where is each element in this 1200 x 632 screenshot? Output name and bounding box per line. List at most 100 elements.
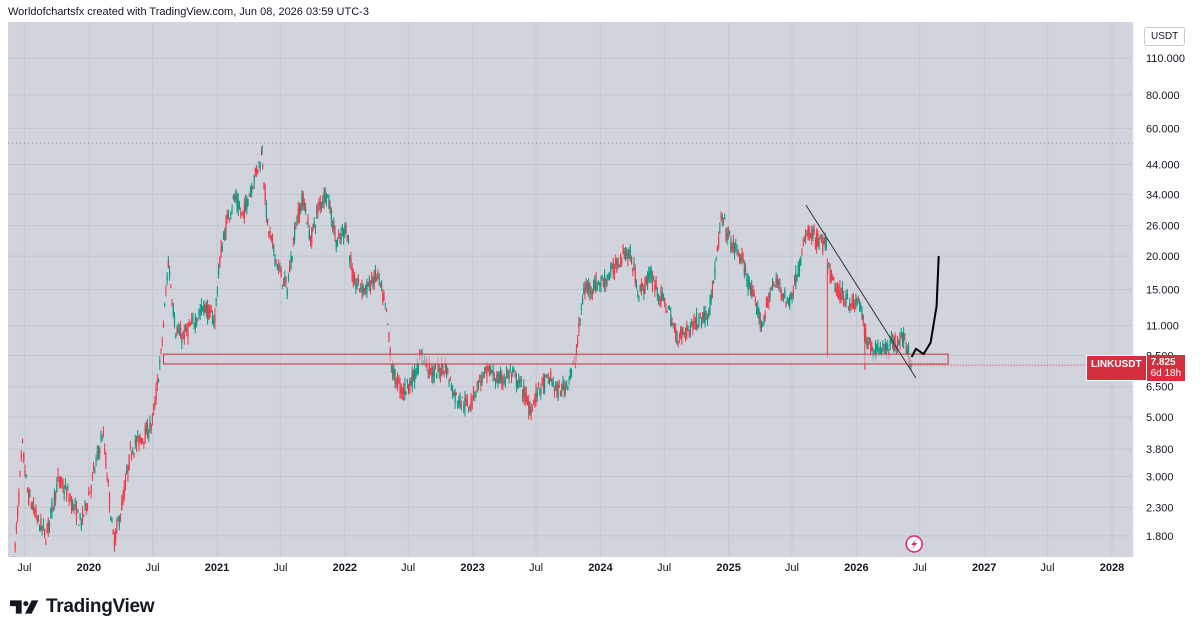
candle-body <box>518 379 520 385</box>
candle-body <box>563 385 565 392</box>
candle-body <box>357 277 359 283</box>
candle-body <box>210 310 212 313</box>
candle-body <box>205 305 207 313</box>
currency-selector[interactable]: USDT <box>1144 27 1186 46</box>
candle-body <box>392 366 394 378</box>
candle-body <box>586 285 589 290</box>
tradingview-logo[interactable]: TradingView <box>10 596 155 618</box>
candle-body <box>601 276 603 279</box>
candle-body <box>581 299 584 305</box>
candle-body <box>257 169 259 173</box>
candle-body <box>414 370 416 382</box>
candle-body <box>339 237 341 239</box>
candle-body <box>398 379 400 381</box>
candle-body <box>537 382 540 385</box>
candle-body <box>194 318 196 328</box>
candle-body <box>273 246 275 253</box>
candle-body <box>744 268 747 271</box>
candle-body <box>244 200 247 206</box>
candle-body <box>254 168 256 174</box>
candle-body <box>618 265 620 267</box>
candle-body <box>20 454 22 458</box>
candle-body <box>541 377 543 381</box>
candle-body <box>340 233 342 240</box>
candle-body <box>66 489 68 499</box>
candle-body <box>787 299 790 304</box>
candle-body <box>775 277 777 284</box>
time-tick-label: 2020 <box>77 562 101 574</box>
candle-body <box>268 231 270 235</box>
candle-body <box>894 335 896 348</box>
candle-body <box>437 363 439 366</box>
time-tick-label: 2021 <box>205 562 229 574</box>
candle-body <box>813 230 815 232</box>
candle-body <box>55 491 57 500</box>
candle-body <box>157 379 160 383</box>
candle-body <box>540 388 542 393</box>
descending-trendline <box>805 204 917 379</box>
candle-body <box>898 341 900 346</box>
candle-body <box>221 245 223 252</box>
candle-body <box>149 420 151 431</box>
candle-body <box>388 332 390 339</box>
candle-body <box>64 484 67 489</box>
candle-body <box>512 369 514 373</box>
candle-body <box>69 498 71 500</box>
candle-body <box>274 254 276 264</box>
candle-body <box>863 324 866 336</box>
candle-body <box>874 341 877 356</box>
candle-body <box>778 281 780 285</box>
candle-body <box>896 336 899 349</box>
candle-body <box>882 343 884 345</box>
candle-body <box>367 285 369 287</box>
candle-body <box>31 505 33 509</box>
candle-body <box>657 295 660 300</box>
candle-body <box>89 491 91 494</box>
candle-body <box>691 320 693 326</box>
candle-body <box>252 188 254 190</box>
candle-body <box>871 343 873 352</box>
candle-body <box>226 214 228 218</box>
candle-body <box>892 339 894 348</box>
candle-body <box>164 304 166 306</box>
candle-body <box>680 329 682 337</box>
candle-body <box>215 298 217 301</box>
candle-body <box>146 423 149 436</box>
candle-body <box>57 474 59 476</box>
candle-body <box>639 285 641 291</box>
candle-body <box>732 239 734 249</box>
chart-frame[interactable]: 110.000 80.000 60.000 44.000 34.000 26.000 20.… <box>8 22 1194 578</box>
candle-body <box>166 275 168 281</box>
candle-body <box>224 230 226 241</box>
candle-body <box>155 388 157 400</box>
price-tick-label: 15.000 <box>1146 285 1180 297</box>
candle-body <box>689 325 692 333</box>
candle-body <box>517 380 519 388</box>
candle-body <box>322 200 324 204</box>
time-tick-label: Jul <box>529 562 543 574</box>
candle-body <box>314 227 317 229</box>
candle-body <box>431 368 433 377</box>
candle-body <box>362 286 364 292</box>
candle-body <box>588 283 590 291</box>
candle-body <box>642 283 644 286</box>
candle-body <box>765 299 768 307</box>
candle-body <box>632 268 634 272</box>
candle-body <box>877 342 879 351</box>
price-chart[interactable]: 110.000 80.000 60.000 44.000 34.000 26.000 20.… <box>8 22 1194 578</box>
candle-body <box>28 489 30 504</box>
candle-body <box>593 281 595 290</box>
candle-body <box>61 479 63 485</box>
candle-body <box>195 320 198 325</box>
candle-body <box>705 317 707 319</box>
candle-body <box>570 370 573 372</box>
candle-body <box>394 369 396 383</box>
candle-body <box>682 330 684 332</box>
candle-body <box>524 390 526 402</box>
candle-body <box>831 277 834 280</box>
candle-body <box>710 293 712 300</box>
candle-body <box>168 271 171 277</box>
candle-body <box>153 408 155 410</box>
candle-body <box>432 371 434 382</box>
candle-body <box>789 296 791 308</box>
